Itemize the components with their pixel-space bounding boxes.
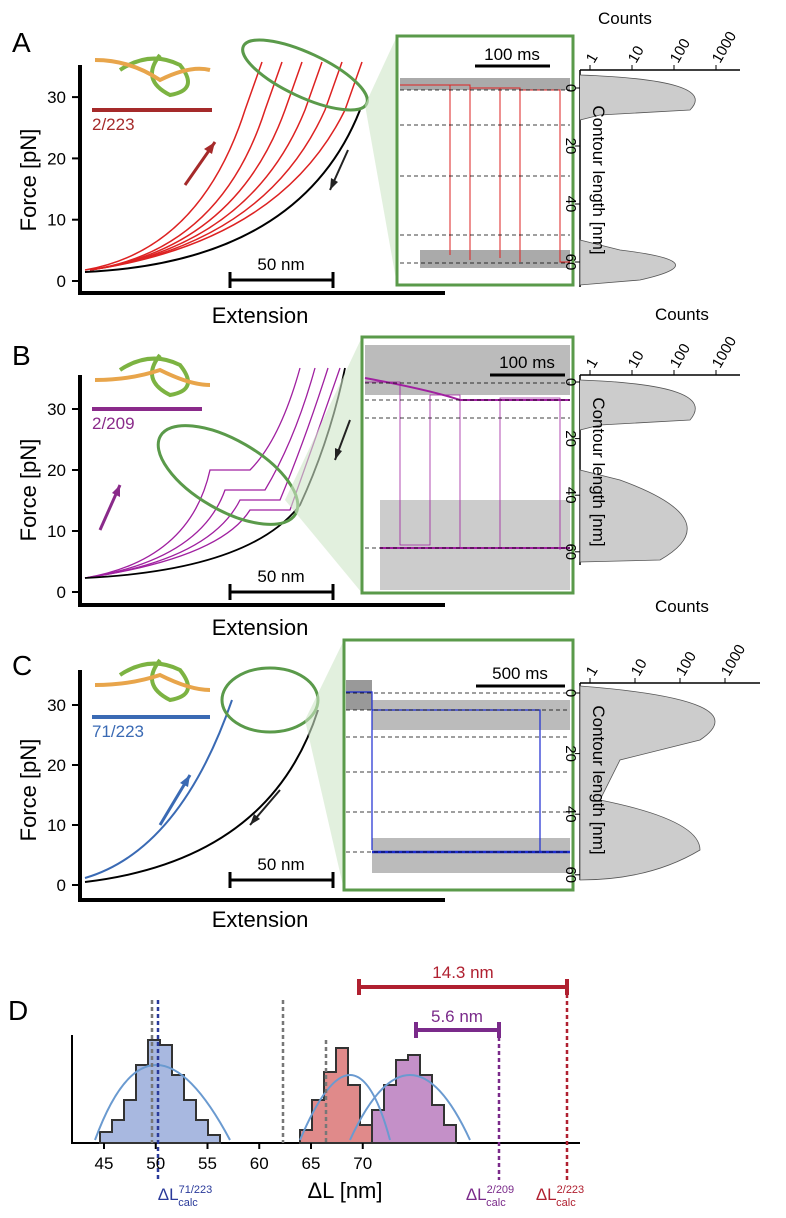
panel-letter: C [12,650,32,681]
hist-x-label: Counts [598,9,652,28]
hist-y-tick-label: 40 [562,196,579,213]
y-axis-label: Force [pN] [16,439,41,542]
hist-x-tick-label: 1 [583,355,602,371]
hist-x-tick-label: 1000 [718,642,749,679]
hist-x-tick-label: 100 [667,36,694,66]
x-axis-label: Extension [212,907,309,932]
hist-y-tick-label: 0 [562,378,579,386]
hist-x-tick-label: 1 [583,50,602,66]
scalebar-label: 50 nm [257,567,304,586]
calc-main: ΔL [536,1185,557,1204]
x-tick-label: 70 [353,1154,372,1173]
calc-sup: 71/223 [179,1184,213,1196]
inset-scalebar-label: 100 ms [484,45,540,64]
inset-scalebar-label: 500 ms [492,664,548,683]
y-tick-label: 10 [47,211,66,230]
calc-main: ΔL [466,1185,487,1204]
x-axis-label: Extension [212,615,309,640]
panel-letter: B [12,340,31,371]
y-tick-label: 10 [47,522,66,541]
x-axis-label: Extension [212,303,309,328]
calc-main: ΔL [158,1185,179,1204]
hist-x-tick-label: 1 [583,663,602,679]
y-tick-label: 20 [47,756,66,775]
y-tick-label: 0 [57,876,66,895]
x-tick-label: 55 [198,1154,217,1173]
x-tick-label: 65 [302,1154,321,1173]
hist-y-label: Contour length [nm] [589,105,608,254]
construct-label: 2/223 [92,115,135,134]
hist-x-tick-label: 10 [628,656,651,679]
hist-y-tick-label: 0 [562,689,579,697]
calc-sup: 2/223 [557,1184,585,1196]
hist-x-tick-label: 100 [667,341,694,371]
calc-label: ΔL2/223 calc [536,1184,584,1209]
x-tick-label: 45 [95,1154,114,1173]
scalebar-label: 50 nm [257,255,304,274]
hist-y-tick-label: 20 [562,138,579,155]
x-tick-label: 50 [146,1154,165,1173]
panel-a-art [78,34,740,295]
x-axis-label: ΔL [nm] [307,1178,382,1203]
calc-sup: 2/209 [487,1184,515,1196]
inset-scalebar-label: 100 ms [499,353,555,372]
hist-x-tick-label: 10 [625,348,648,371]
panel-c-art [78,638,760,902]
y-tick-label: 0 [57,272,66,291]
hist-y-tick-label: 60 [562,866,579,883]
hist-y-tick-label: 20 [562,430,579,447]
hist-y-tick-label: 40 [562,806,579,823]
y-tick-label: 10 [47,816,66,835]
panel-letter: A [12,27,31,58]
panel-b-art [78,335,740,607]
y-tick-label: 0 [57,583,66,602]
hist-x-tick-label: 10 [625,43,648,66]
hist-y-label: Contour length [nm] [589,705,608,854]
hist-y-tick-label: 60 [562,543,579,560]
hist-x-tick-label: 1000 [709,334,740,371]
calc-label: ΔL71/223 calc [158,1184,212,1209]
span-label: 5.6 nm [431,1007,483,1026]
calc-sub: calc [556,1197,576,1209]
calc-sub: calc [486,1197,506,1209]
hist-y-tick-label: 40 [562,487,579,504]
y-tick-label: 30 [47,696,66,715]
y-tick-label: 30 [47,400,66,419]
construct-label: 71/223 [92,722,144,741]
x-tick-label: 60 [250,1154,269,1173]
calc-sub: calc [178,1197,198,1209]
y-axis-label: Force [pN] [16,739,41,842]
hist-y-label: Contour length [nm] [589,397,608,546]
construct-label: 2/209 [92,414,135,433]
hist-y-tick-label: 0 [562,84,579,92]
panel-d-art [71,979,580,1180]
y-axis-label: Force [pN] [16,129,41,232]
hist-x-label: Counts [655,305,709,324]
hist-x-tick-label: 1000 [709,29,740,66]
scalebar-label: 50 nm [257,855,304,874]
hist-x-tick-label: 100 [673,649,700,679]
span-label: 14.3 nm [432,963,493,982]
hist-x-label: Counts [655,597,709,616]
calc-label: ΔL2/209 calc [466,1184,514,1209]
hist-y-tick-label: 60 [562,254,579,271]
hist-y-tick-label: 20 [562,745,579,762]
y-tick-label: 20 [47,149,66,168]
y-tick-label: 30 [47,88,66,107]
y-tick-label: 20 [47,461,66,480]
panel-letter: D [8,995,28,1026]
